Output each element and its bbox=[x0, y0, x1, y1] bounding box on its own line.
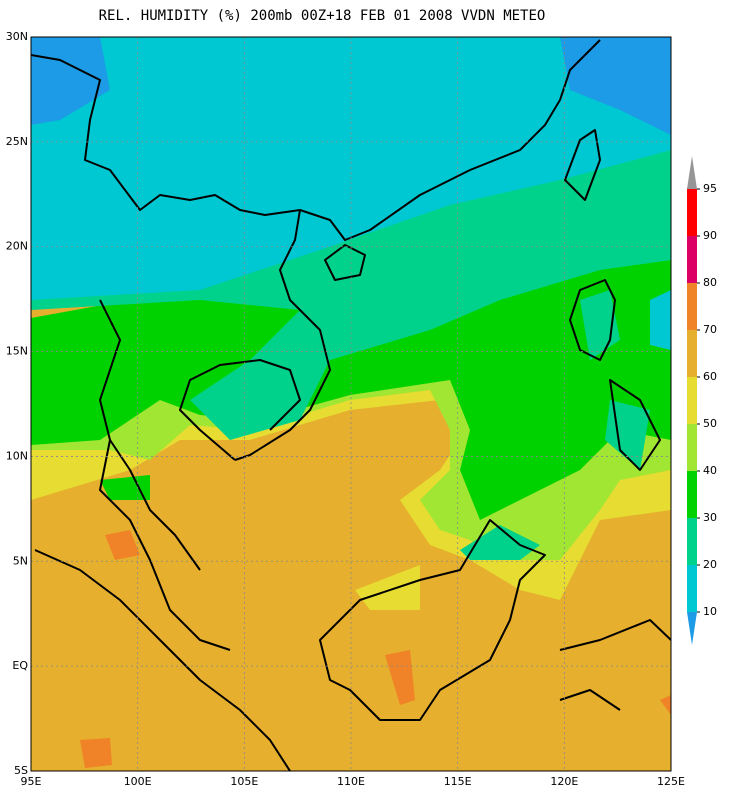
lat-tick-label: 25N bbox=[6, 135, 28, 148]
coastlines bbox=[31, 39, 671, 771]
colorbar-segment bbox=[687, 377, 697, 424]
lat-tick-label: EQ bbox=[12, 659, 28, 672]
field-below-10 bbox=[31, 37, 671, 135]
colorbar-label: 40 bbox=[703, 464, 717, 477]
lat-tick-label: 20N bbox=[6, 240, 28, 253]
colorbar: 10 20 30 40 50 60 70 80 90 95 bbox=[687, 156, 717, 645]
colorbar-label: 80 bbox=[703, 276, 717, 289]
colorbar-label: 70 bbox=[703, 323, 717, 336]
colorbar-label: 30 bbox=[703, 511, 717, 524]
colorbar-segment bbox=[687, 424, 697, 471]
lat-tick-label: 5S bbox=[14, 764, 28, 777]
map-frame bbox=[30, 36, 672, 772]
field-70-80 bbox=[80, 530, 671, 768]
colorbar-segment bbox=[687, 236, 697, 283]
lat-tick-label: 5N bbox=[13, 554, 28, 567]
lat-tick-label: 30N bbox=[6, 30, 28, 43]
colorbar-label: 90 bbox=[703, 229, 717, 242]
lon-tick-label: 110E bbox=[337, 775, 365, 788]
lon-tick-label: 95E bbox=[21, 775, 42, 788]
colorbar-segment bbox=[687, 283, 697, 330]
colorbar-segment bbox=[687, 330, 697, 377]
lon-tick-label: 120E bbox=[550, 775, 578, 788]
lon-tick-label: 115E bbox=[444, 775, 472, 788]
colorbar-segment bbox=[687, 518, 697, 565]
colorbar-label: 50 bbox=[703, 417, 717, 430]
colorbar-label: 60 bbox=[703, 370, 717, 383]
lat-tick-label: 15N bbox=[6, 345, 28, 358]
lon-tick-label: 125E bbox=[657, 775, 685, 788]
colorbar-label: 95 bbox=[703, 182, 717, 195]
colorbar-segment bbox=[687, 189, 697, 236]
colorbar-label: 10 bbox=[703, 605, 717, 618]
lon-tick-label: 105E bbox=[230, 775, 258, 788]
colorbar-segment bbox=[687, 471, 697, 518]
colorbar-extension bbox=[687, 612, 697, 645]
map-title: REL. HUMIDITY (%) 200mb 00Z+18 FEB 01 20… bbox=[99, 8, 546, 24]
colorbar-label: 20 bbox=[703, 558, 717, 571]
colorbar-extension bbox=[687, 156, 697, 189]
lat-tick-label: 10N bbox=[6, 449, 28, 462]
lon-tick-label: 100E bbox=[124, 775, 152, 788]
colorbar-segment bbox=[687, 565, 697, 612]
